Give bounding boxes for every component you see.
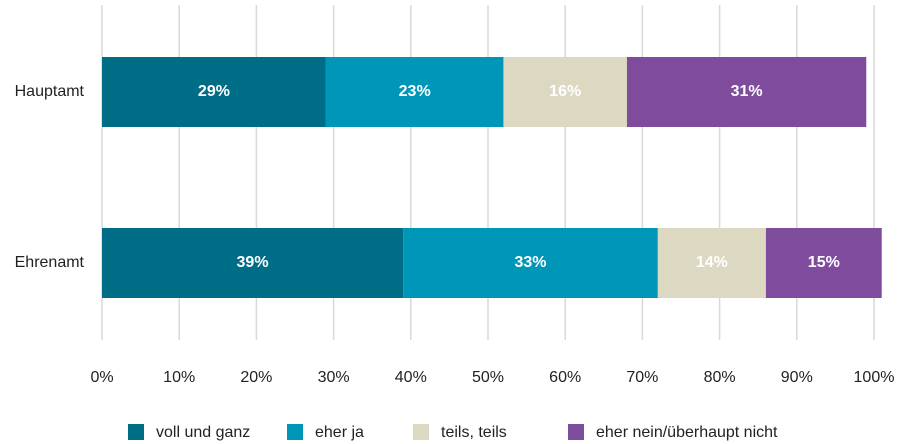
bar-segment [102, 228, 404, 298]
bar-segment [102, 57, 326, 127]
x-tick-label: 70% [626, 369, 658, 386]
bar-segment [657, 228, 766, 298]
data-label: 14% [696, 254, 728, 271]
legend-swatch [128, 424, 144, 440]
bar-segment [503, 57, 627, 127]
legend-label: eher nein/überhaupt nicht [596, 424, 778, 441]
y-tick-label: Hauptamt [15, 83, 85, 100]
bar-segment [626, 57, 867, 127]
bar-segment [325, 57, 504, 127]
x-tick-label: 30% [318, 369, 350, 386]
bar-segment [403, 228, 658, 298]
x-tick-label: 40% [395, 369, 427, 386]
legend-label: eher ja [315, 424, 364, 441]
bar-segment [765, 228, 882, 298]
legend-label: teils, teils [441, 424, 507, 441]
x-tick-label: 50% [472, 369, 504, 386]
legend-label: voll und ganz [156, 424, 250, 441]
x-tick-label: 20% [240, 369, 272, 386]
x-tick-label: 90% [781, 369, 813, 386]
x-tick-label: 0% [90, 369, 113, 386]
legend-swatch [568, 424, 584, 440]
y-tick-label: Ehrenamt [15, 254, 85, 271]
legend-swatch [413, 424, 429, 440]
x-tick-label: 10% [163, 369, 195, 386]
data-label: 16% [549, 83, 581, 100]
x-tick-label: 60% [549, 369, 581, 386]
data-label: 15% [808, 254, 840, 271]
data-label: 23% [399, 83, 431, 100]
x-tick-label: 100% [854, 369, 895, 386]
data-label: 31% [731, 83, 763, 100]
data-label: 39% [237, 254, 269, 271]
data-label: 33% [514, 254, 546, 271]
x-tick-label: 80% [704, 369, 736, 386]
data-label: 29% [198, 83, 230, 100]
legend-swatch [287, 424, 303, 440]
